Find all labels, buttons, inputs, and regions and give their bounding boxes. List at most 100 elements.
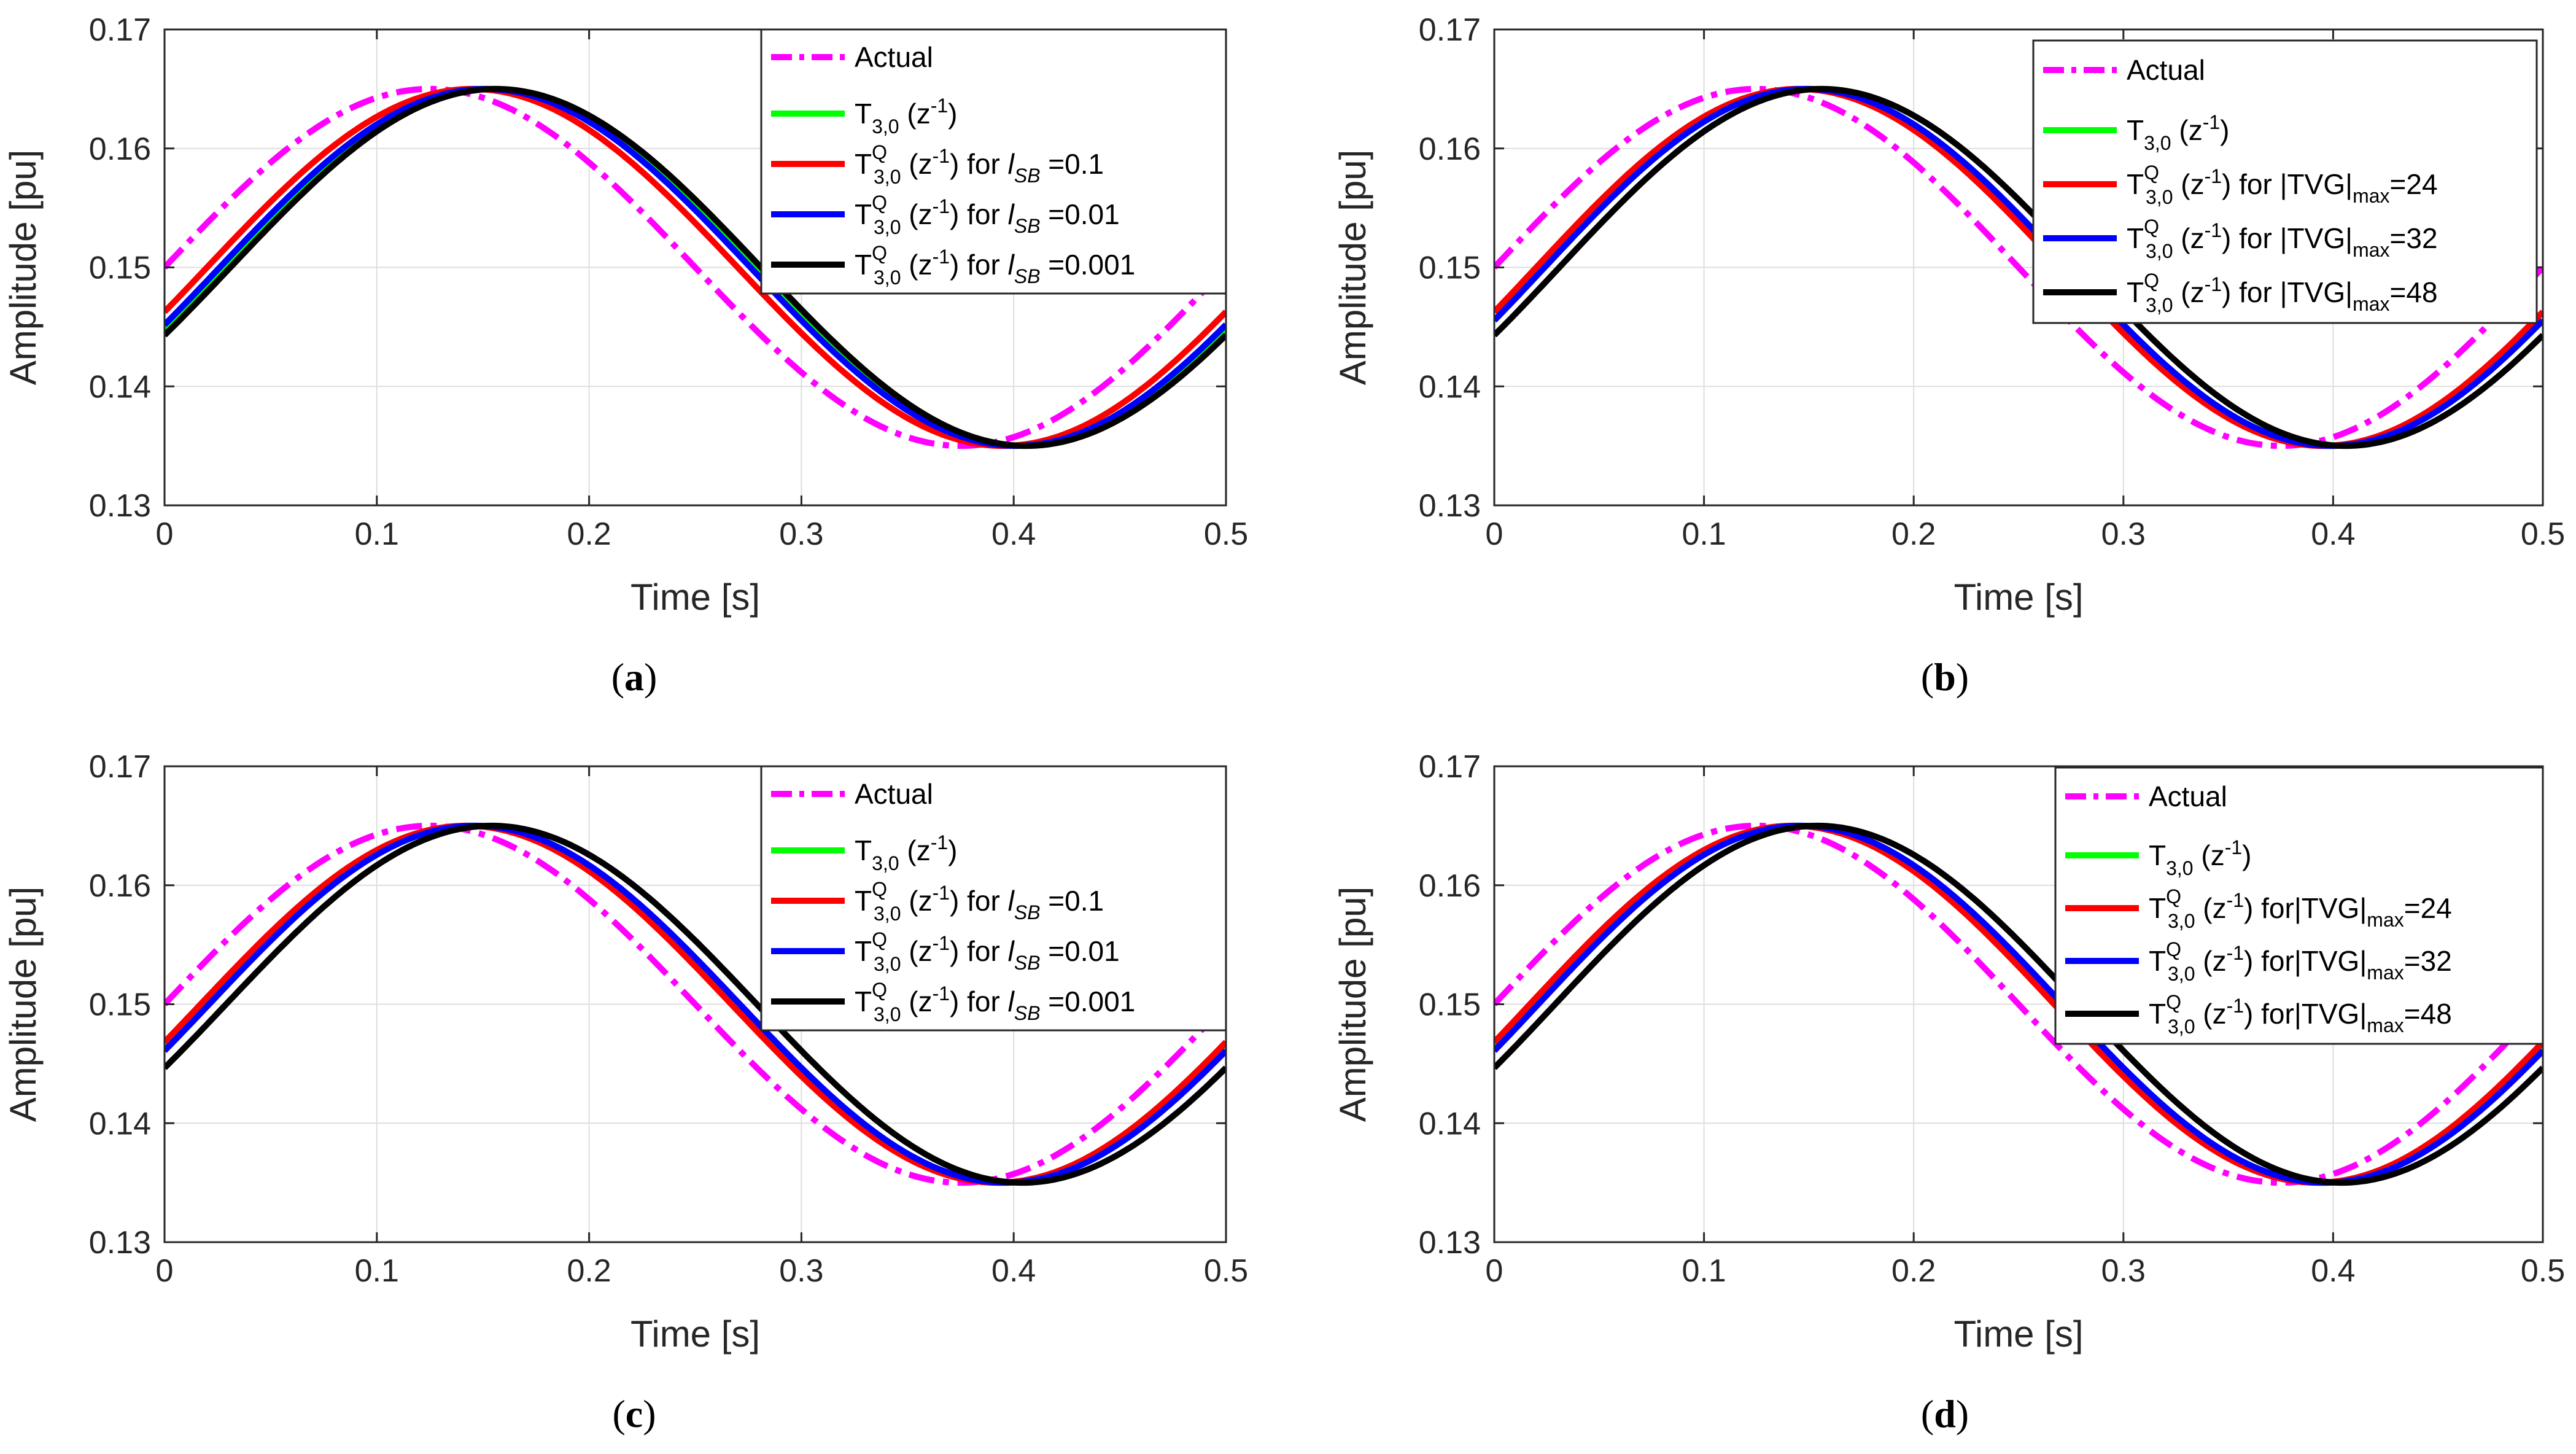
legend-subscript: 3,0 [872,115,899,138]
series-line-0 [1494,85,2543,449]
legend-subscript: 3,0 [874,216,901,238]
legend-symbol: T [855,148,872,180]
panel-caption: (c) [612,1392,656,1436]
legend-subscript: 3,0 [2168,910,2195,932]
legend-superscript: Q [872,141,887,163]
legend-symbol: T [2149,892,2166,924]
legend-subscript: 3,0 [2146,240,2173,262]
x-tick-label: 0.5 [1204,1253,1248,1289]
x-tick-label: 0.2 [1891,516,1936,552]
legend-arg-superscript: -1 [2227,942,2244,964]
legend-arg-superscript: -1 [2227,995,2244,1017]
x-tick-label: 0.4 [2311,516,2355,552]
series-line-4 [1494,822,2543,1186]
legend-rest: ) for [950,148,1008,180]
caption-letter: a [624,655,644,699]
legend-superscript: Q [872,928,887,951]
legend-label-0: Actual [855,778,933,810]
y-tick-label: 0.17 [89,12,151,48]
legend-arg: (z [901,249,932,281]
x-tick-label: 0.1 [1682,1253,1726,1289]
y-tick-label: 0.13 [1419,488,1481,524]
x-tick-label: 0 [1486,516,1503,552]
legend-arg: (z [899,98,931,130]
legend-subscript: 3,0 [874,903,901,925]
legend-label-3: TQ 3,0 (z-1) for lSB =0.01 [855,928,1120,975]
chart-panel-a: 0 0.1 0.2 0.3 0.4 0.5 0.13 0.14 0.15 0.16 0.17 Time… [2,12,1248,699]
y-tick-label: 0.16 [1419,868,1481,904]
series-line-4 [165,85,1226,449]
legend-label-1: T3,0 (z-1) [855,95,957,138]
y-tick-label: 0.16 [89,868,151,904]
legend-symbol: T [2149,998,2166,1030]
legend-label-3: TQ 3,0 (z-1) for |TVG|max=32 [2127,216,2438,262]
legend-variable-subscript: SB [1014,265,1041,287]
series-line-3 [165,822,1226,1186]
legend-symbol: T [2149,839,2166,871]
x-tick-label: 0 [156,516,174,552]
legend-rest: ) for |TVG| [2222,168,2353,200]
legend-arg: (z [2173,222,2204,254]
legend-value: =0.001 [1041,249,1136,281]
legend-arg: (z [901,935,932,967]
legend-rest: ) for [950,935,1008,967]
legend-variable-subscript: SB [1014,1002,1041,1024]
legend-value: =0.1 [1041,885,1104,917]
legend-arg-superscript: -1 [933,195,950,217]
legend-symbol: T [2127,222,2144,254]
legend-rest: ) for [950,986,1008,1017]
legend-variable: l [1008,935,1015,967]
legend-superscript: Q [872,878,887,900]
series-line-3 [1494,822,2543,1186]
legend-symbol: T [855,98,872,130]
legend-label-2: TQ 3,0 (z-1) for |TVG|max=24 [2127,161,2438,208]
caption-paren: ( [611,655,624,699]
legend-rest: ) for|TVG| [2244,998,2367,1030]
legend-variable: l [1008,885,1015,917]
legend-arg-superscript: -1 [931,831,948,853]
legend-symbol: T [2127,168,2144,200]
legend-subscript: 3,0 [2146,186,2173,208]
legend-rest: ) [948,98,957,130]
legend-arg: (z [2194,839,2225,871]
legend-superscript: Q [2144,216,2159,238]
legend-superscript: Q [2144,161,2159,184]
y-tick-label: 0.13 [89,1225,151,1261]
y-tick-label: 0.17 [89,749,151,785]
y-tick-label: 0.14 [89,1106,151,1141]
legend-subscript: 3,0 [2144,132,2171,154]
x-tick-label: 0.1 [355,516,399,552]
series-group [165,85,1226,449]
legend-arg-superscript: -1 [2225,836,2242,858]
caption-paren: ( [1921,655,1934,699]
legend-value: =0.01 [1041,198,1120,230]
legend-symbol: T [855,885,872,917]
x-tick-label: 0.4 [2311,1253,2355,1289]
y-tick-label: 0.15 [1419,251,1481,286]
chart-panel-c: 0 0.1 0.2 0.3 0.4 0.5 0.13 0.14 0.15 0.16 0.17 Time… [2,749,1248,1436]
legend-symbol: T [2127,276,2144,308]
x-tick-label: 0 [156,1253,174,1289]
legend-rest: ) for [950,198,1008,230]
legend-label-4: TQ 3,0 (z-1) for lSB =0.001 [855,242,1135,289]
legend-arg-superscript: -1 [933,882,950,904]
legend-symbol: T [855,935,872,967]
legend-superscript: Q [2144,270,2159,292]
legend-arg: (z [901,148,932,180]
series-group [1494,85,2543,449]
legend-arg: (z [901,198,932,230]
caption-letter: c [626,1392,643,1436]
legend-rest: ) for |TVG| [2222,276,2353,308]
legend-rest: ) for|TVG| [2244,945,2367,977]
caption-paren: ) [644,655,657,699]
x-tick-label: 0.3 [779,516,823,552]
legend-superscript: Q [2166,938,2181,960]
legend-subscript: 3,0 [872,852,899,874]
legend-label-text: Actual [2127,54,2205,86]
series-line-0 [1494,822,2543,1186]
legend-arg-superscript: -1 [933,246,950,268]
legend-box [2032,39,2538,324]
series-line-0 [165,822,1226,1186]
legend-arg: (z [901,885,932,917]
